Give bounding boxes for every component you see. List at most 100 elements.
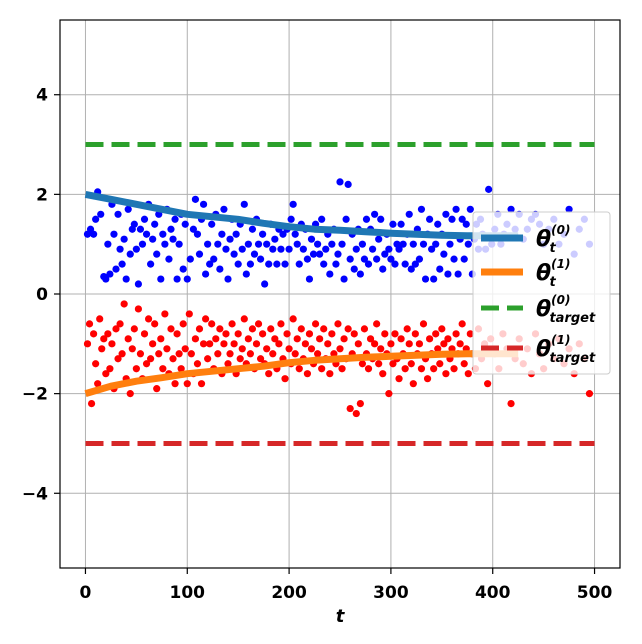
scatter-point	[401, 260, 409, 268]
legend-superscript: (0)	[551, 293, 570, 307]
scatter-point	[106, 270, 114, 278]
scatter-point	[144, 315, 153, 323]
scatter-point	[183, 380, 191, 388]
scatter-point	[428, 245, 436, 253]
scatter-point	[183, 275, 191, 283]
x-axis-label: t	[336, 606, 346, 627]
y-tick-label: 0	[36, 285, 48, 305]
scatter-point	[585, 390, 594, 398]
scatter-point	[248, 225, 257, 233]
scatter-point	[311, 320, 320, 328]
grid	[60, 20, 620, 568]
scatter-point	[309, 250, 318, 258]
scatter-point	[134, 305, 142, 313]
scatter-point	[254, 240, 263, 248]
y-tick-label: −2	[22, 385, 48, 405]
scatter-point	[208, 220, 216, 228]
scatter-point	[130, 325, 138, 333]
legend-subscript: t	[549, 275, 556, 290]
scatter-point	[320, 325, 328, 333]
scatter-point	[430, 275, 438, 283]
scatter-point	[206, 260, 214, 268]
scatter-point	[269, 350, 277, 358]
scatter-point	[98, 345, 106, 353]
scatter-point	[440, 340, 448, 348]
scatter-point	[409, 240, 417, 248]
scatter-point	[281, 260, 289, 268]
scatter-point	[316, 335, 324, 343]
scatter-point	[417, 205, 426, 213]
scatter-point	[122, 275, 130, 283]
scatter-point	[458, 215, 466, 223]
scatter-point	[381, 330, 389, 338]
scatter-point	[328, 330, 336, 338]
scatter-point	[344, 180, 352, 188]
scatter-point	[238, 245, 246, 253]
scatter-point	[405, 340, 413, 348]
scatter-point	[208, 320, 216, 328]
scatter-point	[452, 205, 460, 213]
x-tick-label: 0	[80, 583, 92, 603]
scatter-point	[132, 245, 140, 253]
legend-superscript: (1)	[551, 257, 570, 271]
scatter-point	[222, 330, 230, 338]
scatter-point	[185, 310, 193, 318]
y-axis-ticks: −4 −2 0 2 4	[22, 86, 60, 504]
scatter-point	[171, 215, 179, 223]
scatter-point	[377, 345, 385, 353]
scatter-point	[432, 330, 440, 338]
scatter-point	[124, 205, 132, 213]
x-tick-label: 200	[271, 583, 307, 603]
scatter-point	[352, 409, 360, 418]
scatter-point	[385, 245, 393, 253]
scatter-point	[411, 330, 419, 338]
scatter-point	[415, 340, 424, 348]
scatter-point	[116, 245, 124, 253]
y-tick-label: 2	[36, 185, 48, 205]
scatter-point	[214, 350, 222, 358]
scatter-point	[440, 250, 448, 258]
scatter-point	[234, 330, 242, 338]
scatter-point	[271, 335, 279, 343]
scatter-point	[407, 265, 415, 273]
legend-label: θ(0) t	[536, 223, 570, 256]
scatter-point	[140, 330, 149, 338]
scatter-point	[261, 280, 269, 288]
scatter-point	[299, 245, 307, 253]
scatter-point	[356, 270, 364, 278]
scatter-point	[246, 350, 254, 358]
legend-symbol: θ	[536, 227, 551, 252]
scatter-point	[195, 325, 204, 333]
scatter-point	[210, 255, 218, 263]
x-axis-ticks: 0 100 200 300 400 500	[80, 568, 612, 603]
scatter-point	[423, 375, 432, 383]
scatter-point	[254, 320, 263, 328]
scatter-point	[118, 350, 126, 358]
scatter-point	[387, 255, 395, 263]
scatter-point	[436, 360, 444, 368]
scatter-point	[83, 340, 92, 348]
scatter-point	[444, 335, 452, 343]
series-line	[84, 190, 519, 240]
scatter-point	[265, 260, 273, 268]
scatter-point	[92, 215, 100, 223]
scatter-point	[173, 330, 181, 338]
scatter-point	[389, 360, 397, 368]
scatter-point	[244, 335, 252, 343]
scatter-point	[387, 340, 395, 348]
y-tick-label: −4	[22, 484, 48, 504]
scatter-point	[199, 340, 208, 348]
scatter-point	[444, 270, 452, 278]
scatter-point	[322, 245, 330, 253]
scatter-point	[371, 340, 379, 348]
x-tick-label: 100	[170, 583, 206, 603]
scatter-point	[140, 215, 149, 223]
scatter-point	[226, 350, 234, 358]
scatter-point	[281, 375, 289, 383]
scatter-point	[275, 340, 283, 348]
scatter-point	[147, 260, 155, 268]
scatter-point	[186, 255, 194, 263]
scatter-point	[132, 365, 140, 373]
scatter-point	[293, 240, 301, 248]
